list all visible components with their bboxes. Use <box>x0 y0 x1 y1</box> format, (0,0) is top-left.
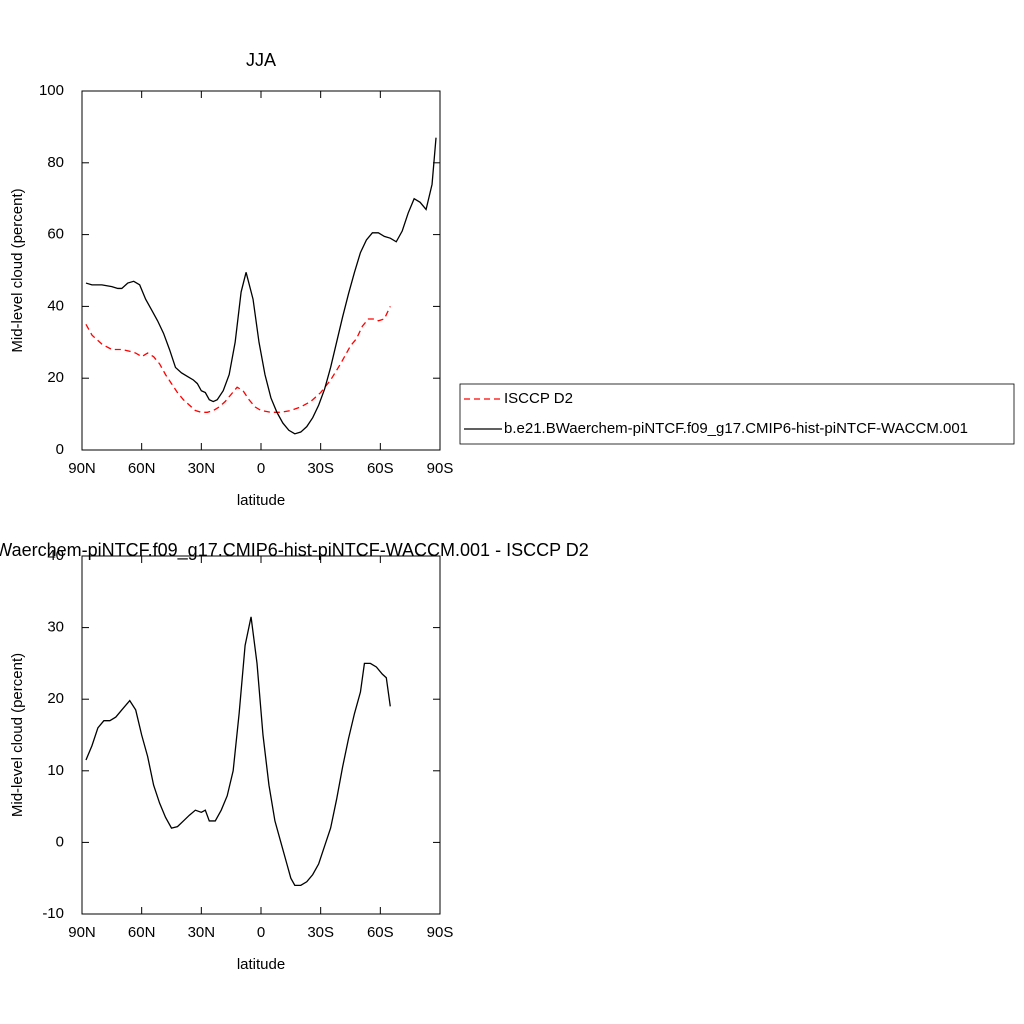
legend-label: ISCCP D2 <box>504 390 573 407</box>
data-line <box>85 616 391 887</box>
chart-title: b.e21.BWaerchem-piNTCF.f09_g17.CMIP6-his… <box>0 540 589 561</box>
y-tick-label: 40 <box>47 297 64 314</box>
y-tick-label: 30 <box>47 619 64 636</box>
plot-frame <box>81 555 441 915</box>
y-axis-label: Mid-level cloud (percent) <box>9 188 26 352</box>
y-tick-label: 100 <box>39 82 64 99</box>
x-axis-label: latitude <box>237 492 285 509</box>
y-tick-label: 10 <box>47 762 64 779</box>
x-tick-label: 90N <box>68 460 96 477</box>
data-line <box>85 306 391 413</box>
x-tick-label: 60N <box>128 460 156 477</box>
y-tick-label: 20 <box>47 690 64 707</box>
y-tick-label: 0 <box>56 833 64 850</box>
x-axis-label: latitude <box>237 956 285 973</box>
x-tick-label: 30N <box>188 924 216 941</box>
chart-title: JJA <box>246 50 276 70</box>
y-tick-label: 60 <box>47 226 64 243</box>
legend-label: b.e21.BWaerchem-piNTCF.f09_g17.CMIP6-his… <box>504 420 968 437</box>
x-tick-label: 60S <box>367 924 394 941</box>
data-line <box>85 137 437 435</box>
x-tick-label: 30S <box>307 924 334 941</box>
y-tick-label: 40 <box>47 547 64 564</box>
x-tick-label: 0 <box>257 924 265 941</box>
x-tick-label: 90N <box>68 924 96 941</box>
x-tick-label: 0 <box>257 460 265 477</box>
y-tick-label: 20 <box>47 369 64 386</box>
x-tick-label: 60S <box>367 460 394 477</box>
y-axis-label: Mid-level cloud (percent) <box>9 653 26 817</box>
y-tick-label: 0 <box>56 441 64 458</box>
x-tick-label: 90S <box>427 460 454 477</box>
plot-frame <box>81 90 441 451</box>
y-tick-label: -10 <box>42 905 64 922</box>
x-tick-label: 60N <box>128 924 156 941</box>
x-tick-label: 90S <box>427 924 454 941</box>
x-tick-label: 30N <box>188 460 216 477</box>
x-tick-label: 30S <box>307 460 334 477</box>
legend-box <box>459 383 1015 445</box>
y-tick-label: 80 <box>47 154 64 171</box>
